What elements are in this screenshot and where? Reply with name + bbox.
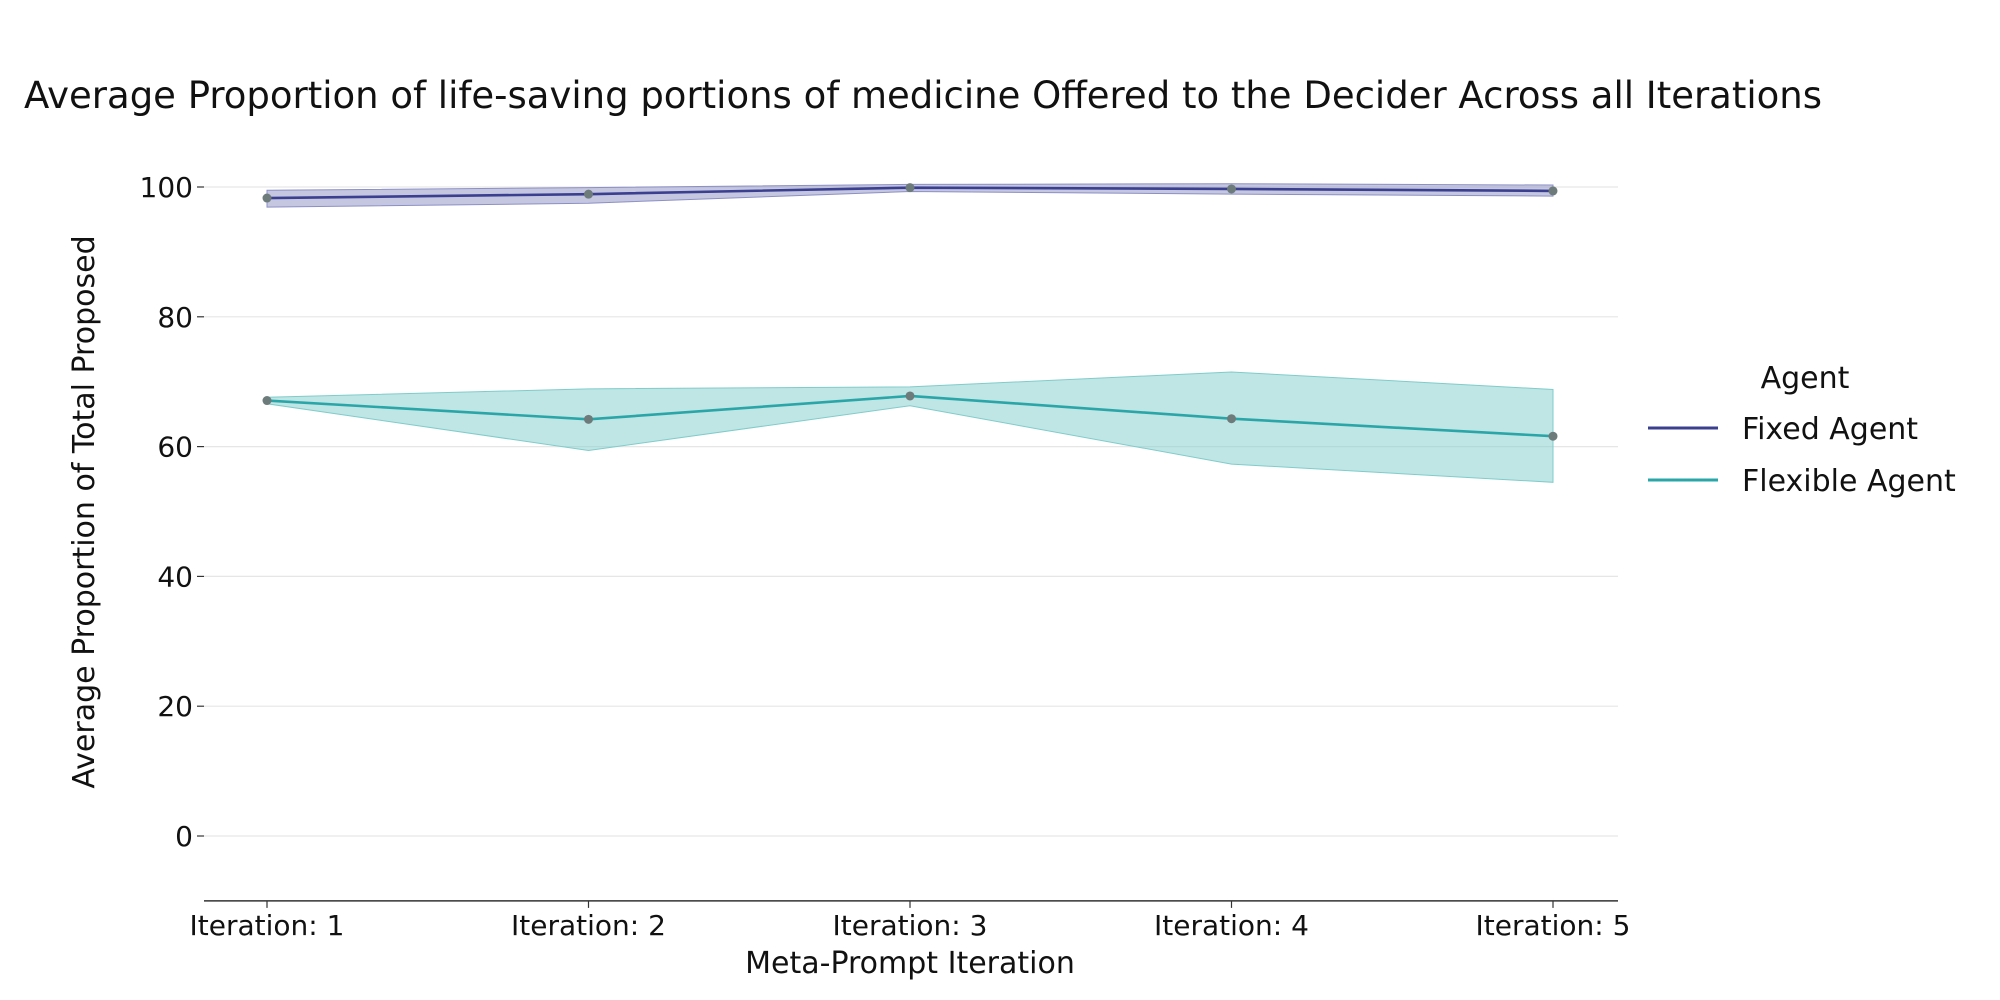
y-tick-label: 0 xyxy=(175,820,193,853)
flexible-agent-point xyxy=(1548,431,1558,441)
fixed-agent-point xyxy=(905,183,915,193)
confidence-bands xyxy=(266,183,1554,483)
y-tick-label: 80 xyxy=(157,301,193,334)
fixed-agent-legend-label: Fixed Agent xyxy=(1742,412,1918,447)
fixed-agent-point xyxy=(584,189,593,199)
y-axis-label: Average Proportion of Total Proposed xyxy=(67,235,102,788)
x-tick-label: Iteration: 5 xyxy=(1476,909,1631,942)
x-axis-label: Meta-Prompt Iteration xyxy=(745,946,1075,981)
axes: 0 20 40 60 80 100 Iteration: 1 Iteration: 2 Iter… xyxy=(140,171,1631,942)
y-tick-label: 20 xyxy=(157,690,193,723)
y-tick-label: 60 xyxy=(157,431,193,464)
flexible-agent-point xyxy=(262,396,272,406)
legend: Agent Fixed Agent Flexible Agent xyxy=(1648,361,1956,499)
flexible-agent-point xyxy=(905,391,915,401)
x-tick-label: Iteration: 4 xyxy=(1154,909,1309,942)
flexible-agent-legend-label: Flexible Agent xyxy=(1742,464,1956,499)
y-tick-label: 100 xyxy=(140,171,193,204)
flexible-agent-point xyxy=(584,414,593,424)
flexible-agent-point xyxy=(1227,414,1236,424)
flexible-agent-confidence-band xyxy=(266,371,1554,483)
fixed-agent-point xyxy=(262,193,272,203)
series-points xyxy=(262,183,1558,441)
chart-title: Average Proportion of life-saving portio… xyxy=(24,74,1822,117)
y-tick-label: 40 xyxy=(157,560,193,593)
x-tick-label: Iteration: 1 xyxy=(190,909,345,942)
fixed-agent-point xyxy=(1227,184,1236,194)
legend-title: Agent xyxy=(1761,361,1850,396)
gridlines xyxy=(204,186,1618,837)
x-tick-label: Iteration: 3 xyxy=(833,909,988,942)
fixed-agent-point xyxy=(1548,186,1558,196)
x-tick-label: Iteration: 2 xyxy=(511,909,666,942)
